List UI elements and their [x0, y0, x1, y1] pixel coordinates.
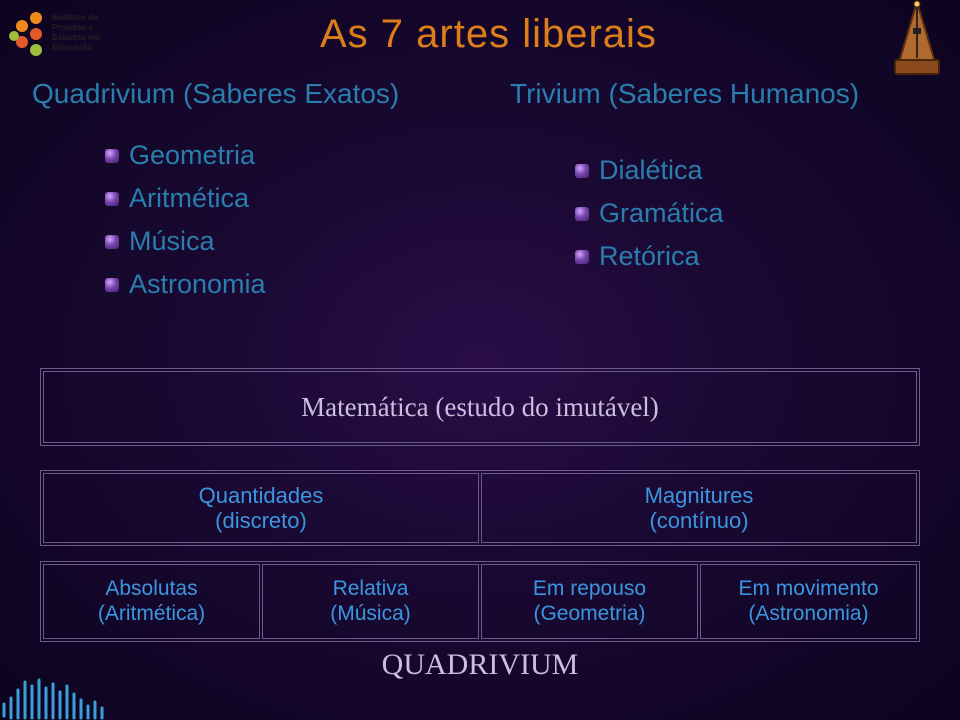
bullet-icon [105, 235, 119, 249]
list-item: Geometria [129, 140, 255, 171]
wave-icon [0, 678, 120, 720]
list-item: Gramática [599, 198, 724, 229]
list-item: Astronomia [129, 269, 266, 300]
cell-absolutas: Absolutas(Aritmética) [43, 564, 260, 639]
column-heading-left: Quadrivium (Saberes Exatos) [32, 78, 399, 110]
svg-text:Instituto de: Instituto de [52, 12, 98, 22]
slide-title: As 7 artes liberais [320, 12, 657, 57]
list-item: Dialética [599, 155, 703, 186]
quadrivium-list: Geometria Aritmética Música Astronomia [105, 140, 266, 312]
list-item: Música [129, 226, 215, 257]
table-disciplines: Absolutas(Aritmética) Relativa(Música) E… [40, 561, 920, 642]
cell-quantidades: Quantidades(discreto) [43, 473, 479, 543]
svg-text:Estudos em: Estudos em [52, 32, 101, 42]
svg-text:Educação: Educação [52, 42, 92, 52]
bullet-icon [575, 207, 589, 221]
table-quantities: Quantidades(discreto) Magnitures(contínu… [40, 470, 920, 546]
trivium-list: Dialética Gramática Retórica [575, 155, 724, 284]
metronome-icon [889, 0, 945, 82]
bullet-icon [575, 250, 589, 264]
cell-emmovimento: Em movimento(Astronomia) [700, 564, 917, 639]
bullet-icon [105, 278, 119, 292]
bullet-icon [105, 192, 119, 206]
cell-emrepouso: Em repouso(Geometria) [481, 564, 698, 639]
cell-magnitures: Magnitures(contínuo) [481, 473, 917, 543]
svg-text:Projetos e: Projetos e [52, 22, 93, 32]
footer-label: QUADRIVIUM [0, 648, 960, 682]
bullet-icon [105, 149, 119, 163]
list-item: Aritmética [129, 183, 249, 214]
bullet-icon [575, 164, 589, 178]
column-heading-right: Trivium (Saberes Humanos) [510, 78, 859, 110]
list-item: Retórica [599, 241, 700, 272]
table-matematica: Matemática (estudo do imutável) [40, 368, 920, 446]
cell-matematica: Matemática (estudo do imutável) [43, 371, 917, 443]
cell-relativa: Relativa(Música) [262, 564, 479, 639]
logo-icon: Instituto de Projetos e Estudos em Educa… [6, 6, 146, 70]
